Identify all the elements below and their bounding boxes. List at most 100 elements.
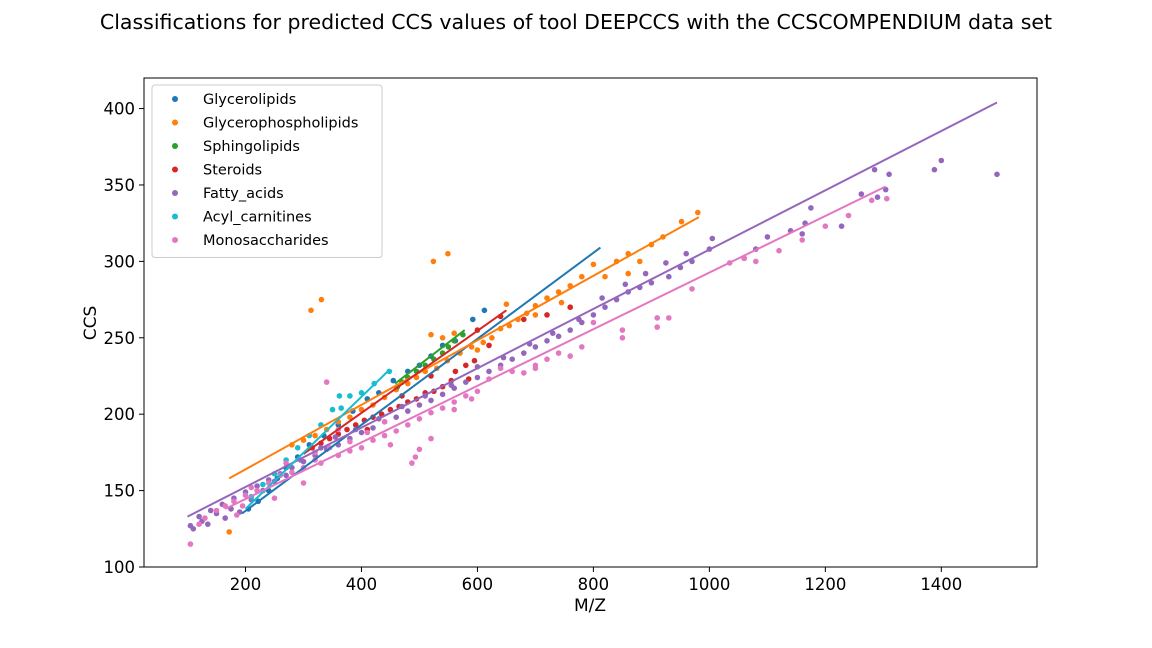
data-point	[344, 426, 350, 433]
data-point	[521, 370, 527, 376]
data-point	[260, 481, 266, 488]
data-point	[370, 425, 376, 431]
data-point	[709, 235, 716, 242]
data-point	[439, 335, 446, 341]
data-point	[590, 319, 597, 326]
y-tick-label: 400	[104, 100, 136, 119]
data-point	[283, 472, 289, 479]
data-point	[689, 286, 695, 292]
legend-label: Glycerophospholipids	[203, 116, 358, 132]
data-point	[428, 331, 434, 338]
fit-line-acyl-carnitines	[244, 369, 390, 510]
data-point	[654, 324, 660, 330]
data-point	[445, 250, 451, 257]
data-point	[663, 260, 669, 266]
data-point	[619, 327, 626, 333]
data-point	[637, 258, 643, 265]
data-point	[336, 393, 343, 399]
data-point	[567, 327, 573, 333]
legend-marker	[172, 166, 178, 173]
data-point	[590, 261, 597, 268]
x-tick-label: 1000	[688, 575, 730, 594]
data-point	[753, 258, 759, 265]
data-point	[822, 223, 829, 229]
data-point	[381, 419, 388, 425]
x-tick-label: 1200	[804, 575, 846, 594]
data-point	[599, 295, 605, 301]
data-point	[602, 273, 608, 280]
data-point	[868, 197, 875, 204]
data-point	[323, 379, 330, 385]
data-point	[567, 353, 573, 359]
data-point	[463, 362, 469, 369]
data-point	[451, 330, 458, 337]
data-point	[358, 445, 365, 451]
y-tick-label: 200	[104, 405, 136, 424]
data-point	[474, 374, 481, 381]
y-axis: 100 150 200 250 300 350 400	[104, 100, 144, 577]
legend-marker	[172, 190, 178, 196]
legend-marker	[172, 237, 178, 243]
data-point	[871, 166, 878, 173]
data-point	[329, 406, 336, 413]
data-point	[555, 333, 562, 340]
data-point	[654, 315, 660, 321]
data-point	[412, 454, 419, 460]
data-point	[428, 397, 434, 404]
data-point	[678, 218, 685, 225]
data-point	[239, 503, 246, 509]
y-tick-label: 250	[104, 329, 136, 348]
data-point	[254, 483, 260, 489]
data-point	[695, 209, 701, 216]
x-tick-label: 200	[230, 575, 262, 594]
data-point	[312, 432, 318, 439]
data-point	[480, 339, 487, 346]
data-point	[405, 408, 411, 414]
legend-marker	[172, 213, 178, 220]
data-point	[196, 513, 202, 520]
fit-line-sphingolipids	[394, 329, 466, 385]
data-point	[294, 445, 301, 451]
data-point	[381, 432, 388, 439]
x-axis-label: M/Z	[574, 596, 606, 616]
data-point	[318, 296, 325, 303]
data-point	[445, 344, 452, 350]
data-point	[448, 382, 455, 389]
data-point	[884, 195, 890, 202]
data-point	[347, 393, 353, 399]
chart-title: Classifications for predicted CCS values…	[100, 10, 1052, 34]
data-point	[416, 402, 423, 408]
data-point	[226, 529, 232, 535]
data-point	[470, 316, 476, 323]
data-point	[393, 428, 400, 434]
data-point	[439, 391, 446, 398]
data-point	[190, 526, 197, 532]
legend-marker	[172, 119, 178, 126]
data-point	[532, 344, 539, 350]
data-point	[555, 350, 562, 356]
data-point	[387, 442, 394, 448]
data-point	[874, 194, 881, 200]
y-axis-label: CCS	[81, 306, 101, 341]
data-point	[845, 212, 852, 219]
y-tick-label: 300	[104, 252, 136, 271]
data-point	[838, 223, 845, 229]
data-point	[474, 347, 481, 353]
x-tick-label: 1400	[920, 575, 962, 594]
legend-label: Steroids	[203, 163, 262, 179]
data-point	[428, 435, 434, 442]
data-point	[364, 429, 371, 436]
data-point	[764, 234, 771, 240]
data-point	[242, 492, 249, 499]
data-point	[347, 414, 353, 421]
data-point	[222, 515, 228, 521]
data-point	[308, 307, 314, 314]
legend-label: Acyl_carnitines	[203, 210, 312, 226]
data-point	[648, 280, 655, 286]
data-point	[683, 250, 689, 257]
data-point	[463, 393, 469, 399]
data-point	[451, 406, 458, 413]
x-axis: 200 400 600 800 1000 1200 1400	[230, 567, 962, 594]
data-point	[231, 498, 237, 505]
